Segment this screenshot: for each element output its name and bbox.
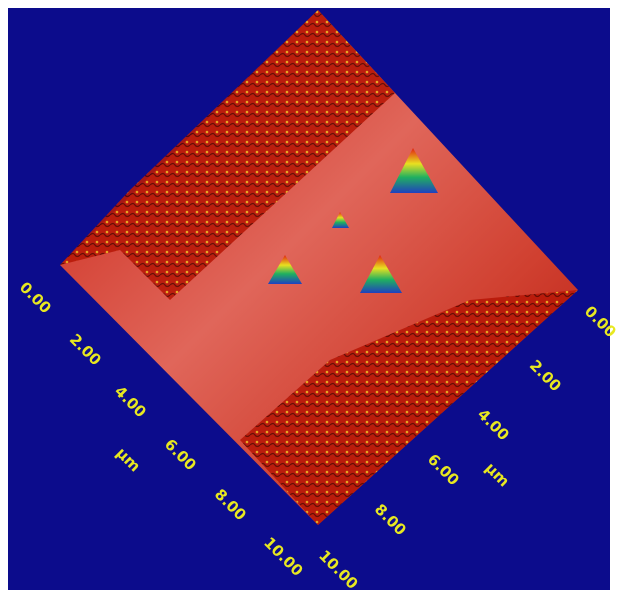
pyramid [360,255,402,293]
pyramid [332,212,349,228]
pyramid [390,148,438,193]
rough-region [60,10,395,300]
pyramid [268,255,302,284]
rough-region [240,290,578,525]
